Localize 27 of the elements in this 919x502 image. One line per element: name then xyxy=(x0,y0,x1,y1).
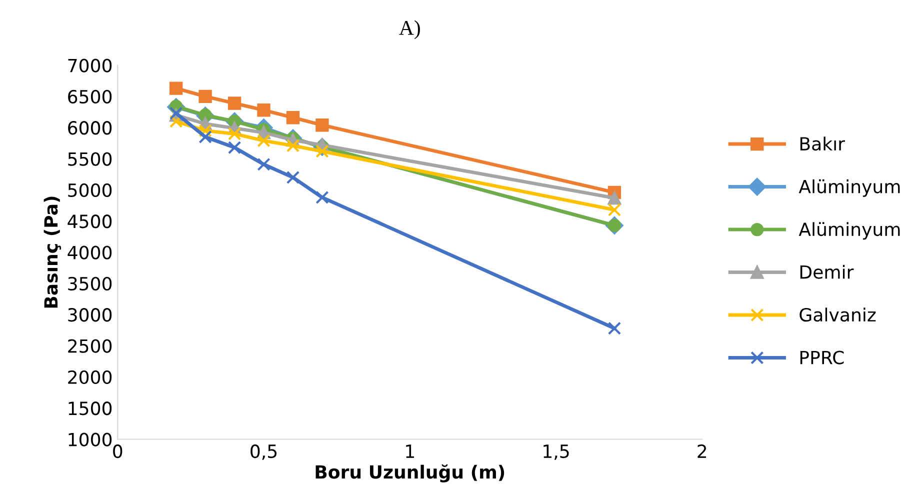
y-tick-label: 3000 xyxy=(68,308,112,322)
y-tick-label: 3500 xyxy=(68,276,112,291)
x-tick-label: 2 xyxy=(698,444,706,458)
y-tick-label: 5500 xyxy=(68,152,112,166)
legend-label: Galvaniz xyxy=(800,308,876,322)
y-tick-label: 4000 xyxy=(68,246,112,260)
y-tick-label: 2000 xyxy=(68,370,112,384)
x-tick-label: 0 xyxy=(113,444,122,458)
y-tick-label: 6500 xyxy=(68,90,112,104)
y-tick-label: 7000 xyxy=(68,58,112,72)
y-tick-label: 4500 xyxy=(68,214,112,228)
y-tick-label: 6000 xyxy=(68,121,112,135)
legend-label: Bakır xyxy=(800,136,846,151)
legend-label: Demir xyxy=(800,264,854,279)
x-tick-label: 1 xyxy=(406,444,414,458)
y-tick-label: 1500 xyxy=(68,402,112,416)
y-axis-title: Basınç (Pa) xyxy=(44,196,62,308)
y-tick-label: 5000 xyxy=(68,183,112,198)
y-tick-label: 2500 xyxy=(68,339,112,353)
x-axis-title: Boru Uzunluğu (m) xyxy=(316,464,504,482)
legend-label: Alüminyum xyxy=(798,179,900,197)
legend-label: PPRC xyxy=(800,350,844,364)
x-tick-label: 1,5 xyxy=(544,444,569,460)
legend-label: Alüminyum xyxy=(798,222,900,240)
x-tick-label: 0,5 xyxy=(250,444,277,460)
chart-title: A) xyxy=(399,20,420,40)
y-tick-label: 1000 xyxy=(68,432,112,446)
